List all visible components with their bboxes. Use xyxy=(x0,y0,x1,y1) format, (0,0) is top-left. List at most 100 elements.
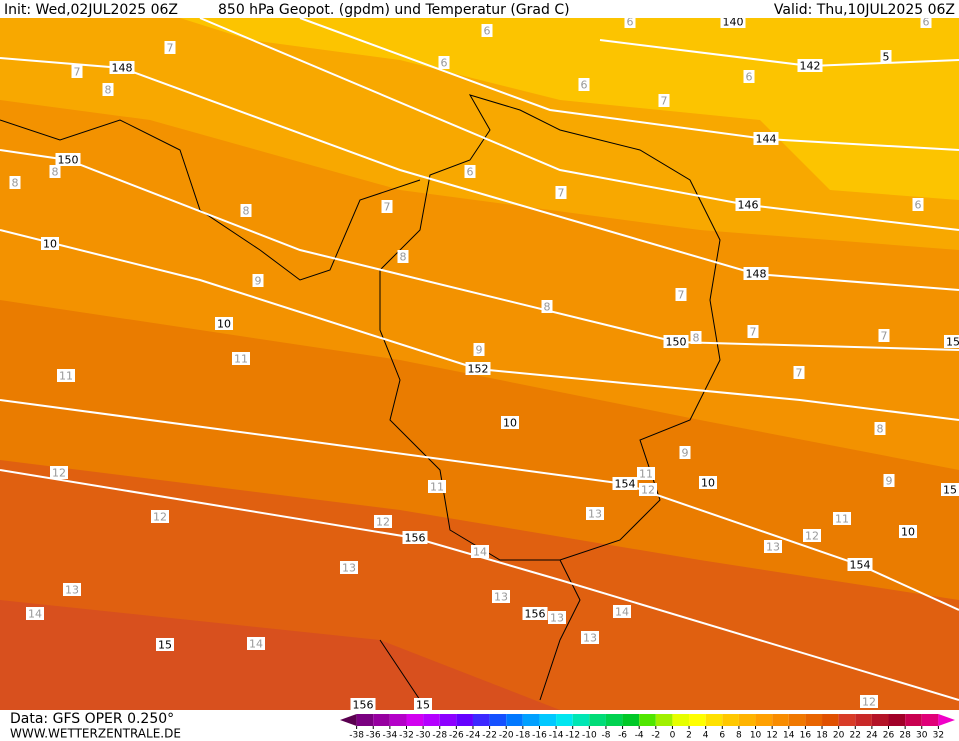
temperature-label: 7 xyxy=(678,289,685,302)
temperature-label-box xyxy=(675,288,687,301)
scale-tick-label: 4 xyxy=(703,731,709,741)
temperature-label: 9 xyxy=(476,344,483,357)
temperature-label-box xyxy=(57,369,75,382)
scale-swatch xyxy=(572,714,590,726)
geopotential-label-box xyxy=(41,237,59,250)
scale-tick-label: -38 xyxy=(349,731,364,741)
geopotential-label: 146 xyxy=(738,199,759,212)
temperature-label: 8 xyxy=(12,177,19,190)
geopotential-label: 150 xyxy=(666,336,687,349)
geopotential-label: 10 xyxy=(701,477,715,490)
temperature-label-box xyxy=(473,343,485,356)
geopotential-label-box xyxy=(215,317,233,330)
temperature-label: 13 xyxy=(65,584,79,597)
geopotential-label: 154 xyxy=(850,559,871,572)
temperature-label-box xyxy=(747,325,759,338)
temperature-label: 11 xyxy=(639,468,653,481)
temperature-label: 7 xyxy=(558,187,565,200)
temperature-label-box xyxy=(240,204,252,217)
temperature-label-box xyxy=(428,480,446,493)
temperature-label-box xyxy=(803,529,821,542)
scale-tick-label: -30 xyxy=(416,731,431,741)
scale-tick-label: 14 xyxy=(783,731,795,741)
temperature-label: 8 xyxy=(877,423,884,436)
scale-tick-label: -32 xyxy=(399,731,414,741)
temperature-label-box xyxy=(912,198,924,211)
geopotential-label-box xyxy=(743,267,769,280)
temperature-label: 12 xyxy=(153,511,167,524)
geopotential-label-box xyxy=(156,638,174,651)
scale-swatch xyxy=(373,714,390,726)
temperature-label: 6 xyxy=(627,16,634,29)
temperature-label: 12 xyxy=(641,484,655,497)
scale-tick-label: -10 xyxy=(582,731,597,741)
scale-tick-label: -36 xyxy=(366,731,381,741)
scale-swatch xyxy=(921,714,939,726)
geopotential-label: 15 xyxy=(416,699,430,712)
temperature-label-box xyxy=(548,611,566,624)
geopotential-label: 10 xyxy=(901,526,915,539)
header-bar xyxy=(0,0,959,18)
geopotential-label: 140 xyxy=(723,16,744,29)
temperature-label-box xyxy=(764,540,782,553)
temperature-label: 14 xyxy=(473,546,487,559)
temperature-label-box xyxy=(50,466,68,479)
temperature-label-box xyxy=(247,637,265,650)
geopotential-label-box xyxy=(465,362,491,375)
temperature-label: 12 xyxy=(862,696,876,709)
temperature-label: 11 xyxy=(835,513,849,526)
temperature-label: 8 xyxy=(243,205,250,218)
scale-swatch xyxy=(489,714,507,726)
temperature-label: 7 xyxy=(881,330,888,343)
temperature-label: 13 xyxy=(766,541,780,554)
scale-tick-label: -24 xyxy=(466,731,481,741)
scale-tick-label: -2 xyxy=(651,731,660,741)
temperature-label: 12 xyxy=(805,530,819,543)
temperature-label: 13 xyxy=(583,632,597,645)
temperature-label: 14 xyxy=(249,638,263,651)
geopotential-label-box xyxy=(944,335,959,348)
scale-tick-label: 6 xyxy=(719,731,725,741)
scale-swatch xyxy=(805,714,823,726)
temperature-label-box xyxy=(102,83,114,96)
geopotential-label-box xyxy=(847,558,873,571)
geopotential-label: 142 xyxy=(800,60,821,73)
scale-tick-label: 32 xyxy=(933,731,944,741)
temperature-label-box xyxy=(860,695,878,708)
temperature-label: 9 xyxy=(255,275,262,288)
temperature-label: 6 xyxy=(484,25,491,38)
temperature-label-box xyxy=(878,329,890,342)
geopotential-label: 15 xyxy=(943,484,957,497)
temperature-label: 12 xyxy=(376,516,390,529)
scale-swatch xyxy=(389,714,407,726)
temperature-label-box xyxy=(381,200,393,213)
temperature-label: 7 xyxy=(661,95,668,108)
scale-tick-label: -16 xyxy=(532,731,547,741)
temperature-label-box xyxy=(555,186,567,199)
geopotential-lines xyxy=(0,17,959,701)
geopotential-label-box xyxy=(941,483,959,496)
scale-swatch xyxy=(672,714,690,726)
geopotential-label: 156 xyxy=(525,608,546,621)
geopotential-label: 154 xyxy=(615,478,636,491)
temperature-label: 13 xyxy=(342,562,356,575)
temperature-label-box xyxy=(374,515,392,528)
geopotential-label: 148 xyxy=(112,62,133,75)
scale-swatch xyxy=(622,714,640,726)
temperature-label: 8 xyxy=(693,332,700,345)
temperature-label: 8 xyxy=(544,301,551,314)
scale-tick-label: -4 xyxy=(635,731,644,741)
scale-tick-label: 28 xyxy=(899,731,911,741)
scale-tick-label: 12 xyxy=(766,731,777,741)
temperature-label: 7 xyxy=(384,201,391,214)
scale-arrow xyxy=(340,714,357,726)
scale-swatch xyxy=(871,714,889,726)
geopotential-label-box xyxy=(612,477,638,490)
geopotential-label-box xyxy=(501,416,519,429)
scale-swatch xyxy=(738,714,756,726)
scale-swatch xyxy=(423,714,440,726)
temperature-label: 8 xyxy=(105,84,112,97)
temperature-label-box xyxy=(481,24,493,37)
